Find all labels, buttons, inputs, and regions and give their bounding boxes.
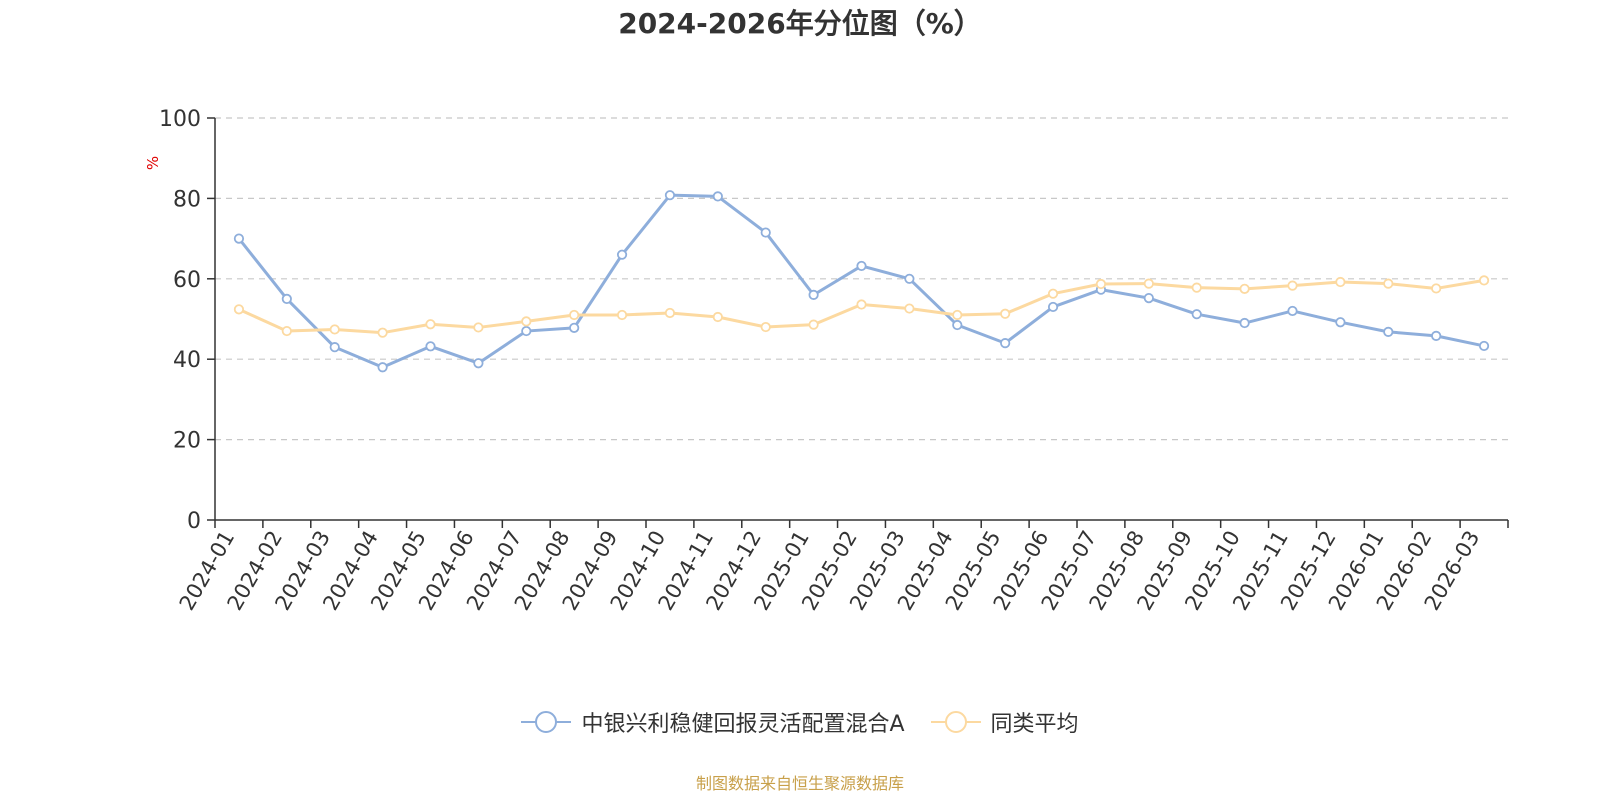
point-1-2024-07 (521, 316, 532, 327)
source-note: 制图数据来自恒生聚源数据库 (695, 774, 904, 793)
legend-label-fund: 中银兴利稳健回报灵活配置混合A (581, 712, 905, 737)
point-0-2025-12 (1335, 317, 1346, 328)
point-1-2025-05 (1000, 308, 1011, 319)
point-0-2025-06 (1047, 301, 1059, 313)
point-1-2025-02 (856, 299, 867, 310)
series-line-0 (237, 193, 1485, 369)
y-tick-label-80: 80 (173, 187, 201, 212)
legend-item-fund[interactable]: 中银兴利稳健回报灵活配置混合A (521, 706, 905, 738)
point-0-2024-08 (569, 322, 580, 333)
point-1-2024-06 (473, 322, 484, 333)
point-1-2026-02 (1431, 283, 1442, 294)
point-0-2025-05 (1000, 338, 1011, 349)
point-1-2025-10 (1239, 283, 1250, 294)
point-1-2024-11 (712, 311, 723, 323)
point-0-2024-03 (329, 342, 340, 353)
point-1-2025-03 (904, 303, 915, 314)
y-tick-label-100: 100 (159, 107, 201, 132)
series-0 (233, 190, 1490, 373)
chart-title: 2024-2026年分位图（%） (618, 7, 982, 40)
point-0-2024-02 (281, 293, 292, 304)
y-tick-label-0: 0 (187, 509, 201, 534)
point-0-2024-09 (616, 249, 628, 260)
point-0-2026-03 (1478, 340, 1490, 352)
y-axis-label: % (144, 156, 162, 170)
point-1-2025-12 (1335, 276, 1346, 288)
point-1-2025-11 (1287, 280, 1298, 291)
point-0-2026-01 (1383, 326, 1394, 337)
point-1-2026-01 (1383, 278, 1394, 289)
point-1-2025-09 (1191, 282, 1202, 293)
point-0-2024-12 (760, 227, 771, 238)
legend-marker-fund (521, 711, 572, 733)
point-1-2025-08 (1143, 278, 1154, 289)
point-0-2025-11 (1287, 305, 1298, 317)
series-lines (233, 190, 1490, 373)
point-0-2024-11 (712, 191, 723, 202)
axes: 0204060801002024-012024-022024-032024-04… (159, 107, 1509, 614)
legend-label-average: 同类平均 (990, 712, 1079, 737)
point-1-2025-04 (952, 309, 963, 321)
point-1-2024-12 (760, 321, 771, 333)
point-1-2024-02 (281, 325, 292, 337)
point-0-2026-02 (1431, 330, 1442, 341)
y-tick-label-20: 20 (173, 429, 201, 454)
point-1-2024-09 (616, 309, 628, 321)
y-tick-label-40: 40 (173, 348, 201, 373)
point-1-2025-01 (808, 319, 819, 330)
point-0-2025-10 (1239, 317, 1250, 329)
point-0-2025-09 (1191, 309, 1202, 320)
point-0-2024-04 (377, 362, 388, 373)
point-0-2024-06 (473, 358, 484, 369)
point-0-2025-01 (808, 289, 819, 300)
point-1-2024-04 (377, 327, 388, 338)
point-1-2024-10 (664, 307, 676, 319)
point-0-2024-05 (425, 341, 436, 352)
point-1-2026-03 (1478, 275, 1490, 286)
point-0-2024-07 (521, 325, 532, 337)
point-1-2025-06 (1047, 288, 1059, 299)
grid-lines (215, 117, 1508, 441)
point-1-2025-07 (1095, 278, 1107, 290)
point-0-2025-03 (904, 273, 915, 284)
point-0-2025-04 (952, 319, 963, 331)
point-1-2024-05 (425, 319, 436, 330)
point-0-2024-01 (233, 233, 245, 244)
point-0-2024-10 (664, 190, 676, 201)
point-1-2024-03 (329, 324, 340, 335)
point-1-2024-01 (233, 304, 245, 315)
series-1 (233, 275, 1490, 338)
legend: 中银兴利稳健回报灵活配置混合A 同类平均 (0, 706, 1600, 738)
point-1-2024-08 (569, 309, 580, 321)
point-0-2025-08 (1143, 292, 1154, 304)
y-tick-label-60: 60 (173, 268, 201, 293)
point-0-2025-02 (856, 260, 867, 272)
legend-item-average[interactable]: 同类平均 (930, 706, 1079, 738)
legend-marker-average (930, 711, 981, 733)
